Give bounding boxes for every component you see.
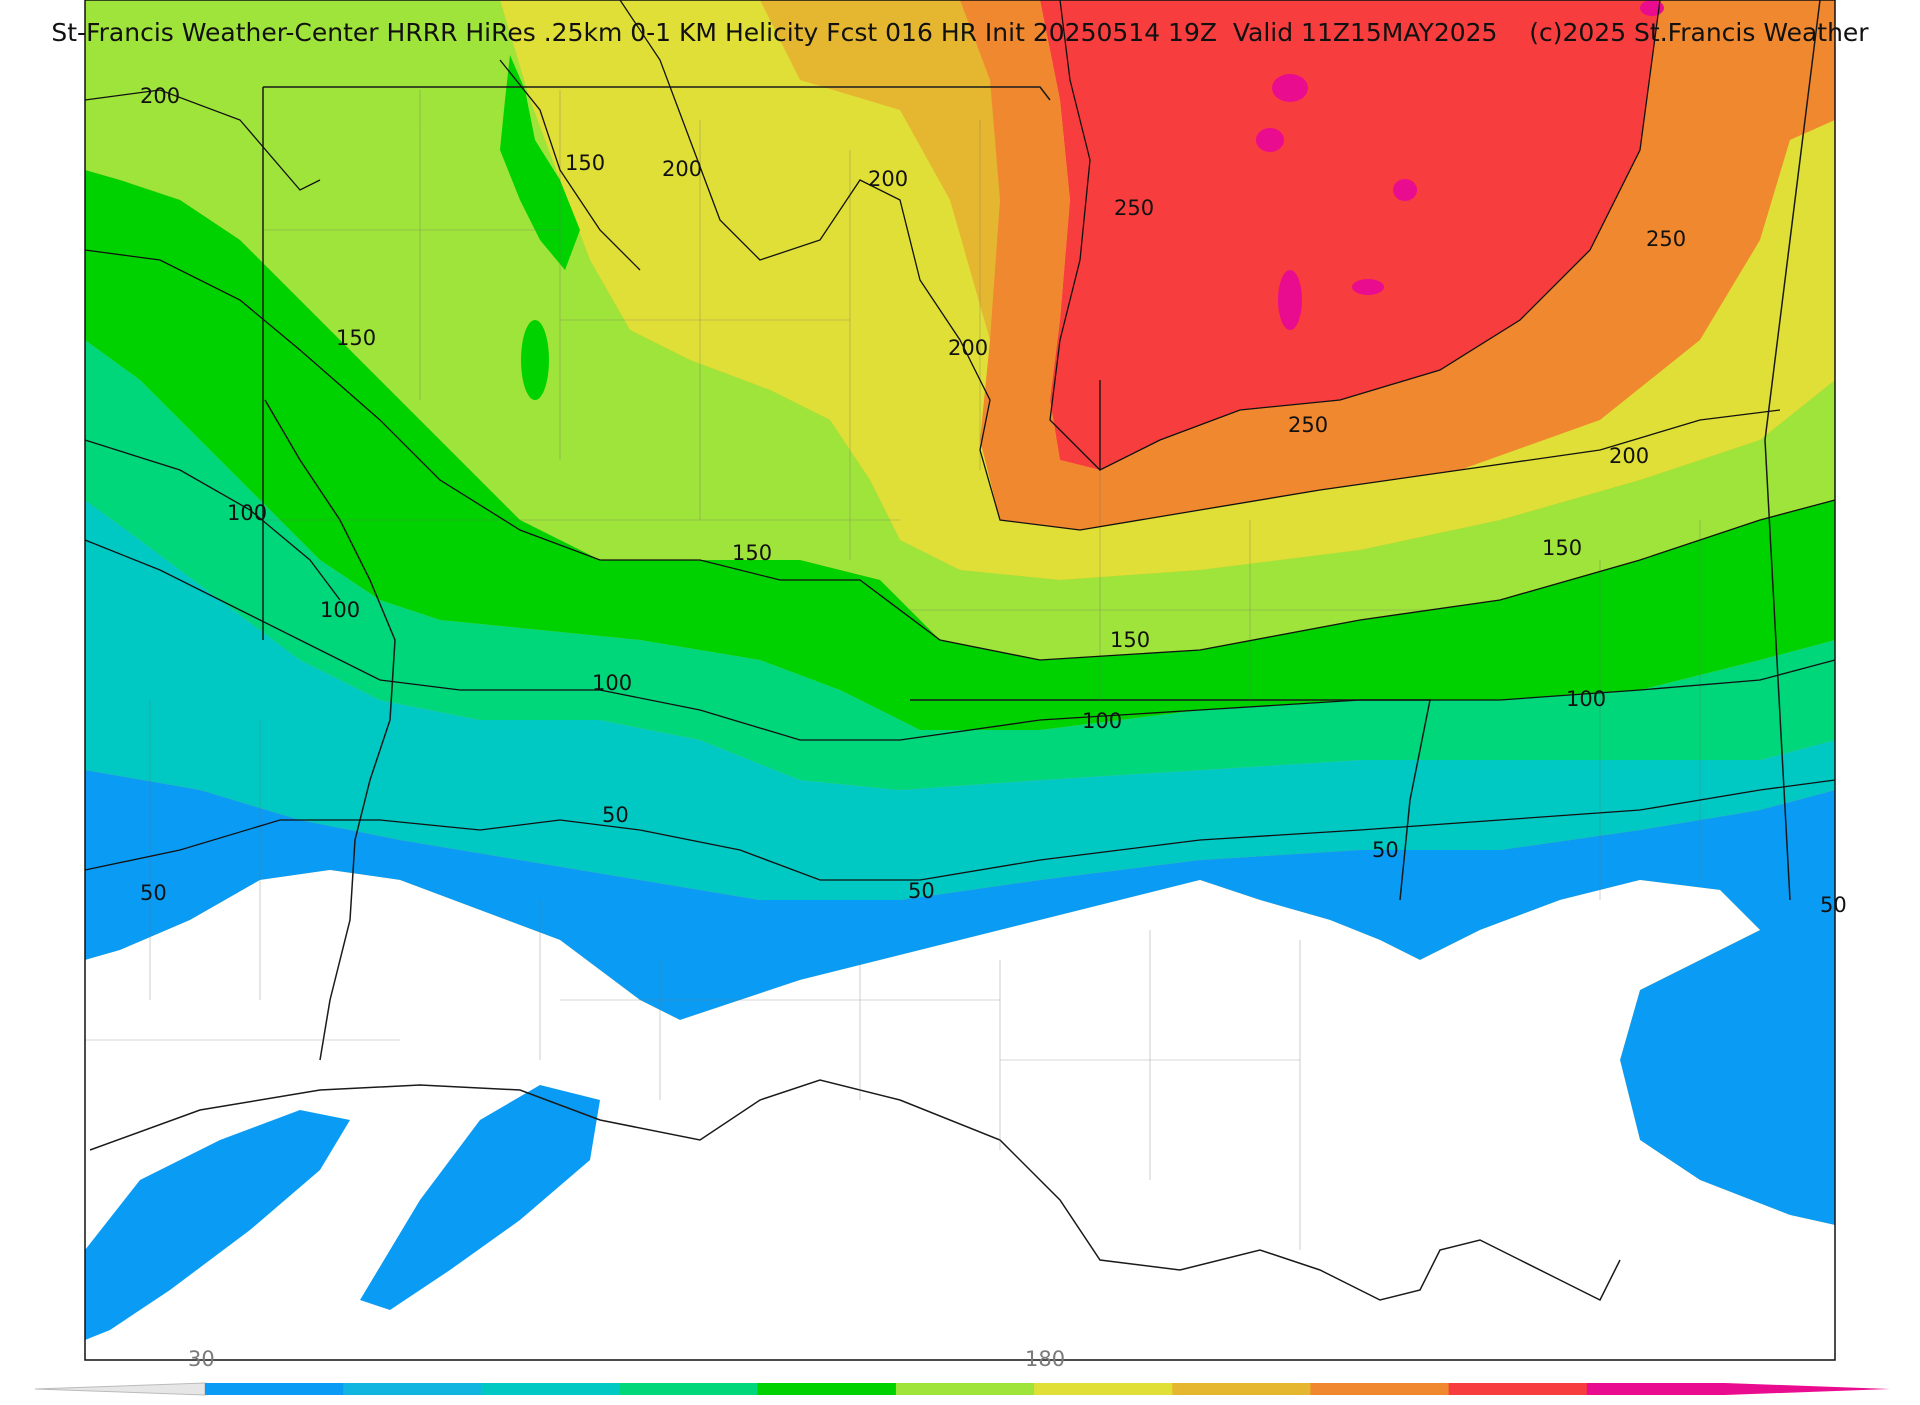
fill-230-250 [960,0,1835,530]
state-line-mid [910,699,1431,901]
coastline [89,1079,1621,1302]
fill-300-pocket-4 [1278,270,1302,330]
fill-30-50 [85,770,1835,1225]
contour-label: 100 [592,671,632,695]
colorbar-segment [1586,1383,1726,1395]
contour-50 [84,779,1836,881]
colorbar-segment [619,1383,759,1395]
map-border [84,0,1836,1361]
fill-offshore-streak-1 [85,1110,350,1340]
contour-label: 150 [1542,536,1582,560]
contour-label: 100 [320,598,360,622]
colorbar-segment [205,1383,344,1395]
contour-label: 150 [1110,628,1150,652]
contour-label: 100 [1566,687,1606,711]
colorbar-label-min: 30 [188,1347,215,1371]
fill-below-30 [85,870,1835,1360]
contour-label: 50 [140,881,167,905]
colorbar-segment [1034,1383,1173,1395]
fill-50-100 [85,500,1835,900]
colorbar-arrow-high [1725,1383,1890,1395]
fill-green-blob-2 [521,320,549,400]
contour-label: 200 [948,336,988,360]
fill-180-200 [500,0,1835,580]
contour-100-w [84,439,341,601]
fill-300-pocket-5 [1352,279,1384,295]
contour-label: 250 [1646,227,1686,251]
contour-label: 150 [336,326,376,350]
contour-label: 100 [227,501,267,525]
contour-label: 50 [1372,838,1399,862]
contour-label-layer: 200 150 200 200 250 250 150 200 250 200 … [140,84,1847,917]
fill-100-130 [85,340,1835,790]
contours [84,0,1836,881]
contour-250 [1099,0,1661,472]
colorbar-arrow-low [34,1382,206,1396]
river-west [264,399,396,1061]
contour-200-nw [84,89,321,191]
contour-label: 250 [1114,196,1154,220]
colorbar-segment [481,1383,621,1395]
contour-150-n [499,59,641,271]
contour-label: 200 [140,84,180,108]
contour-250-w [1049,0,1101,471]
colorbar-segment [757,1383,897,1395]
contour-200 [619,0,1781,531]
colorbar-label-mid: 180 [1025,1347,1066,1371]
colorbar-segment [1172,1383,1311,1395]
contour-label: 150 [565,151,605,175]
fill-250-300 [1040,0,1660,470]
chart-title: St-Francis Weather-Center HRRR HiRes .25… [51,18,1869,47]
contour-label: 50 [1820,893,1847,917]
county-lines [85,90,1701,1250]
contour-label: 50 [908,879,935,903]
contour-label: 200 [1609,444,1649,468]
contour-label: 200 [868,167,908,191]
contour-label: 100 [1082,709,1122,733]
fill-300-pocket-3 [1393,179,1417,201]
contour-label: 50 [602,803,629,827]
contour-150 [84,249,1836,661]
fill-offshore-streak-2 [360,1085,600,1310]
contour-label: 150 [732,541,772,565]
contour-label: 200 [662,157,702,181]
colorbar-segment [1448,1383,1588,1395]
contour-label: 250 [1288,413,1328,437]
fill-130-150 [85,170,1835,730]
contour-100 [84,539,1836,741]
colorbar-segment [895,1383,1035,1395]
colorbar-segment [343,1383,482,1395]
fill-300-pocket-2 [1256,128,1284,152]
fill-300-pocket-1 [1272,74,1308,102]
colorbar-segment [1310,1383,1450,1395]
state-line-east [1764,0,1821,901]
helicity-fill [85,0,1835,1360]
